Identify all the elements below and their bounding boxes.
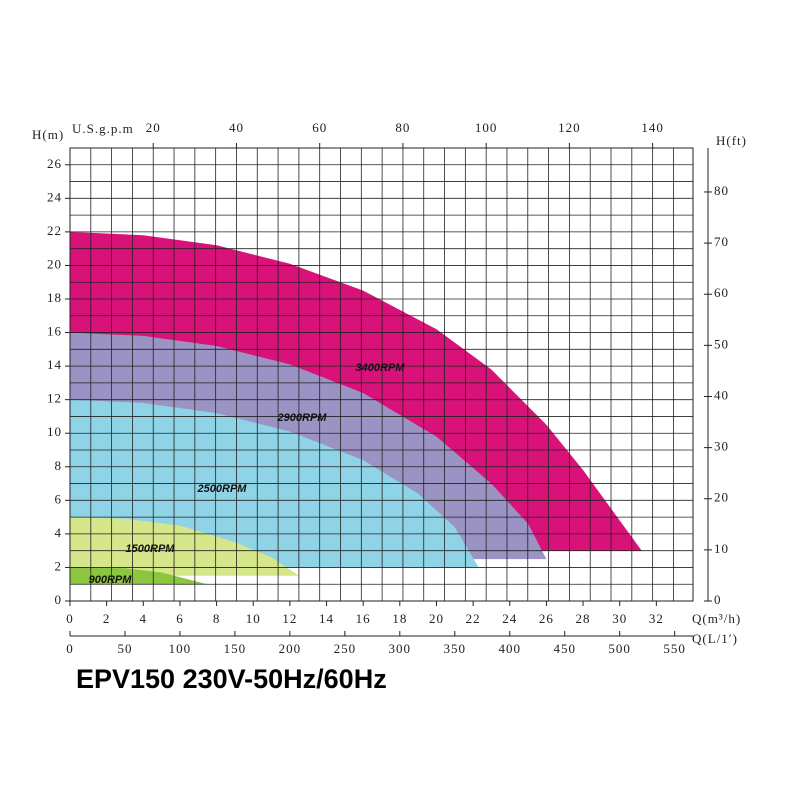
x2-axis-label: U.S.g.p.m — [72, 121, 134, 136]
y2-tick-label: 70 — [714, 234, 729, 249]
y-tick-label: 22 — [47, 223, 62, 238]
x-tick-label: 30 — [612, 611, 627, 626]
y-tick-label: 24 — [47, 189, 62, 204]
y-tick-label: 0 — [55, 592, 63, 607]
y-axis-label: H(m) — [32, 127, 64, 142]
x2-tick-label: 100 — [475, 120, 498, 135]
y2-axis-label: H(ft) — [716, 133, 747, 148]
y-tick-label: 6 — [55, 491, 63, 506]
y-tick-label: 26 — [47, 156, 62, 171]
y2-tick-label: 10 — [714, 541, 729, 556]
x3-tick-label: 350 — [444, 641, 467, 656]
series-label: 2500RPM — [197, 483, 248, 495]
x3-tick-label: 50 — [117, 641, 132, 656]
series-label: 900RPM — [89, 574, 133, 586]
y2-tick-label: 20 — [714, 490, 729, 505]
y2-tick-label: 50 — [714, 336, 729, 351]
area — [70, 567, 208, 585]
x3-tick-label: 450 — [553, 641, 576, 656]
x-tick-label: 12 — [282, 611, 297, 626]
y2-tick-label: 80 — [714, 183, 729, 198]
x-tick-label: 32 — [649, 611, 664, 626]
x3-tick-label: 550 — [663, 641, 686, 656]
y2-tick-label: 40 — [714, 387, 729, 402]
x-tick-label: 24 — [502, 611, 517, 626]
y-tick-label: 18 — [47, 290, 62, 305]
x-tick-label: 6 — [176, 611, 184, 626]
x3-tick-label: 150 — [224, 641, 247, 656]
area — [70, 517, 299, 576]
y-tick-label: 12 — [47, 391, 62, 406]
plot-frame — [69, 147, 694, 602]
y-tick-label: 14 — [47, 357, 62, 372]
y2-tick-label: 60 — [714, 285, 729, 300]
x-tick-label: 22 — [466, 611, 481, 626]
x2-tick-label: 20 — [146, 120, 161, 135]
y-tick-label: 16 — [47, 324, 62, 339]
x-tick-label: 4 — [140, 611, 148, 626]
x3-tick-label: 200 — [279, 641, 302, 656]
x-tick-label: 0 — [66, 611, 74, 626]
x-axis-label: Q(m³/h) — [692, 611, 741, 626]
x3-tick-label: 250 — [334, 641, 357, 656]
x-tick-label: 20 — [429, 611, 444, 626]
x3-axis-label: Q(L/1′) — [692, 631, 738, 646]
x-tick-label: 28 — [576, 611, 591, 626]
x2-tick-label: 80 — [395, 120, 410, 135]
x-tick-label: 18 — [392, 611, 407, 626]
y-tick-label: 10 — [47, 424, 62, 439]
x2-tick-label: 60 — [312, 120, 327, 135]
x2-tick-label: 140 — [641, 120, 664, 135]
x-tick-label: 8 — [213, 611, 221, 626]
x3-tick-label: 100 — [169, 641, 192, 656]
y-tick-label: 2 — [55, 558, 63, 573]
y-tick-label: 20 — [47, 256, 62, 271]
series-label: 3400RPM — [356, 362, 406, 374]
x-tick-label: 16 — [356, 611, 371, 626]
areas — [70, 231, 642, 585]
y-tick-label: 8 — [55, 458, 63, 473]
y2-tick-label: 0 — [714, 592, 722, 607]
x3-tick-label: 300 — [389, 641, 412, 656]
x3-tick-label: 500 — [608, 641, 631, 656]
series-label: 1500RPM — [126, 543, 176, 555]
y-tick-label: 4 — [55, 525, 63, 540]
x-tick-label: 26 — [539, 611, 554, 626]
chart-title: EPV150 230V-50Hz/60Hz — [76, 664, 387, 694]
x-tick-label: 14 — [319, 611, 334, 626]
series-label: 2900RPM — [277, 412, 328, 424]
x-tick-label: 2 — [103, 611, 111, 626]
x2-tick-label: 40 — [229, 120, 244, 135]
x3-tick-label: 400 — [498, 641, 521, 656]
x2-tick-label: 120 — [558, 120, 581, 135]
x-tick-label: 10 — [246, 611, 261, 626]
x3-tick-label: 0 — [66, 641, 74, 656]
y2-tick-label: 30 — [714, 439, 729, 454]
